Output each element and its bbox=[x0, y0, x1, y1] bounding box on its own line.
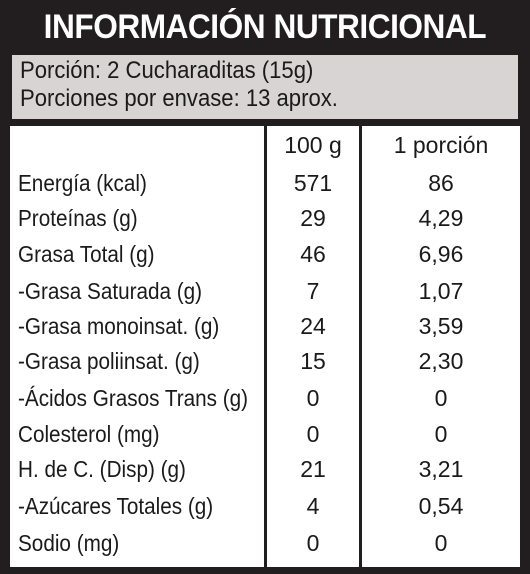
nutrient-name: Sodio (mg) bbox=[18, 530, 120, 556]
nutrient-name: -Azúcares Totales (g) bbox=[18, 493, 214, 519]
nutrient-name: -Ácidos Grasos Trans (g) bbox=[18, 385, 249, 411]
value-per-portion: 0 bbox=[434, 421, 448, 447]
value-per-100g: 4 bbox=[306, 493, 320, 519]
table-row: -Ácidos Grasos Trans (g) 0 0 bbox=[10, 380, 520, 416]
value-per-100g: 571 bbox=[293, 170, 333, 196]
column-header-portion: 1 porción bbox=[393, 132, 489, 158]
nutrient-name: -Grasa poliinsat. (g) bbox=[18, 348, 200, 374]
value-per-100g: 0 bbox=[306, 385, 320, 411]
column-header-100g: 100 g bbox=[284, 132, 342, 158]
label-frame-bottom bbox=[0, 567, 530, 574]
nutrient-name: Proteínas (g) bbox=[18, 205, 138, 231]
table-row: -Grasa poliinsat. (g) 15 2,30 bbox=[10, 343, 520, 379]
value-per-100g: 29 bbox=[300, 205, 326, 231]
nutrient-name: Colesterol (mg) bbox=[18, 421, 160, 447]
table-row: H. de C. (Disp) (g) 21 3,21 bbox=[10, 451, 520, 487]
label-frame-right bbox=[520, 0, 530, 574]
value-per-100g: 7 bbox=[306, 278, 320, 304]
value-per-100g: 0 bbox=[306, 530, 320, 556]
header-separator bbox=[0, 119, 530, 126]
value-per-100g: 0 bbox=[306, 421, 320, 447]
nutrient-name: Energía (kcal) bbox=[18, 170, 147, 196]
table-row: -Grasa Saturada (g) 7 1,07 bbox=[10, 273, 520, 309]
value-per-100g: 21 bbox=[300, 456, 326, 482]
nutrient-name: -Grasa monoinsat. (g) bbox=[18, 313, 220, 339]
value-per-portion: 1,07 bbox=[418, 278, 464, 304]
table-row: -Grasa monoinsat. (g) 24 3,59 bbox=[10, 308, 520, 344]
value-per-portion: 0 bbox=[434, 385, 448, 411]
nutrient-name: Grasa Total (g) bbox=[18, 241, 155, 267]
table-row: Colesterol (mg) 0 0 bbox=[10, 416, 520, 452]
table-row: Energía (kcal) 571 86 bbox=[10, 165, 520, 201]
serving-size: Porción: 2 Cucharaditas (15g) bbox=[20, 57, 314, 84]
label-title: INFORMACIÓN NUTRICIONAL bbox=[43, 8, 487, 46]
nutrient-name: -Grasa Saturada (g) bbox=[18, 278, 203, 304]
table-row: Sodio (mg) 0 0 bbox=[10, 525, 520, 561]
column-divider-1 bbox=[264, 126, 267, 567]
value-per-portion: 6,96 bbox=[418, 241, 464, 267]
table-row: Grasa Total (g) 46 6,96 bbox=[10, 236, 520, 272]
value-per-portion: 0,54 bbox=[418, 493, 464, 519]
value-per-100g: 24 bbox=[300, 313, 326, 339]
nutrient-name: H. de C. (Disp) (g) bbox=[18, 456, 186, 482]
value-per-portion: 4,29 bbox=[418, 205, 464, 231]
value-per-portion: 2,30 bbox=[418, 348, 464, 374]
table-row: Proteínas (g) 29 4,29 bbox=[10, 200, 520, 236]
value-per-100g: 46 bbox=[300, 241, 326, 267]
value-per-portion: 0 bbox=[434, 530, 448, 556]
servings-per-package: Porciones por envase: 13 aprox. bbox=[20, 85, 338, 112]
title-bar: INFORMACIÓN NUTRICIONAL bbox=[0, 0, 530, 55]
table-row: -Azúcares Totales (g) 4 0,54 bbox=[10, 488, 520, 524]
value-per-portion: 3,21 bbox=[418, 456, 464, 482]
column-divider-2 bbox=[359, 126, 362, 567]
label-frame-left bbox=[0, 0, 10, 574]
portion-info: Porción: 2 Cucharaditas (15g) Porciones … bbox=[10, 55, 520, 119]
value-per-100g: 15 bbox=[300, 348, 326, 374]
column-header-row: 100 g 1 porción bbox=[10, 127, 520, 163]
value-per-portion: 3,59 bbox=[418, 313, 464, 339]
value-per-portion: 86 bbox=[428, 170, 454, 196]
